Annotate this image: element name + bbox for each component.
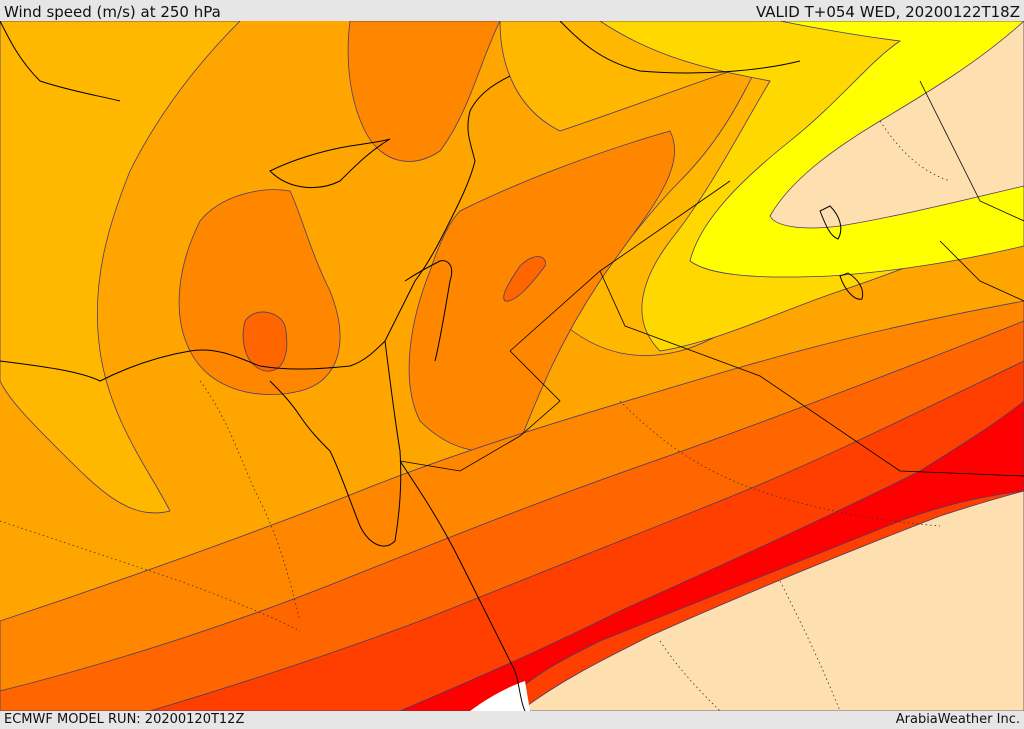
band-local-max-jordan [503, 256, 546, 302]
wind-speed-map [0, 21, 1024, 711]
band-red [399, 400, 1024, 711]
map-title: Wind speed (m/s) at 250 hPa [4, 3, 221, 21]
band-white-corner [470, 681, 530, 711]
band-pale-se [519, 490, 1024, 711]
header-bar: Wind speed (m/s) at 250 hPa VALID T+054 … [0, 0, 1024, 21]
credit: ArabiaWeather Inc. [895, 712, 1020, 727]
coastlines [0, 21, 864, 711]
model-run: ECMWF MODEL RUN: 20200120T12Z [4, 712, 245, 727]
political-borders [399, 80, 1024, 477]
internal-boundaries [0, 120, 951, 711]
band-dark-orange-arabia [408, 130, 675, 452]
band-light-orange-west [0, 21, 241, 514]
valid-time: VALID T+054 WED, 20200122T18Z [755, 3, 1020, 21]
footer-bar: ECMWF MODEL RUN: 20200120T12Z ArabiaWeat… [0, 711, 1024, 729]
band-dark-orange-centre [178, 189, 341, 395]
band-dark-orange-levant [347, 21, 501, 162]
band-local-max-sinai [242, 311, 288, 372]
band-pale-ne [769, 21, 1024, 229]
